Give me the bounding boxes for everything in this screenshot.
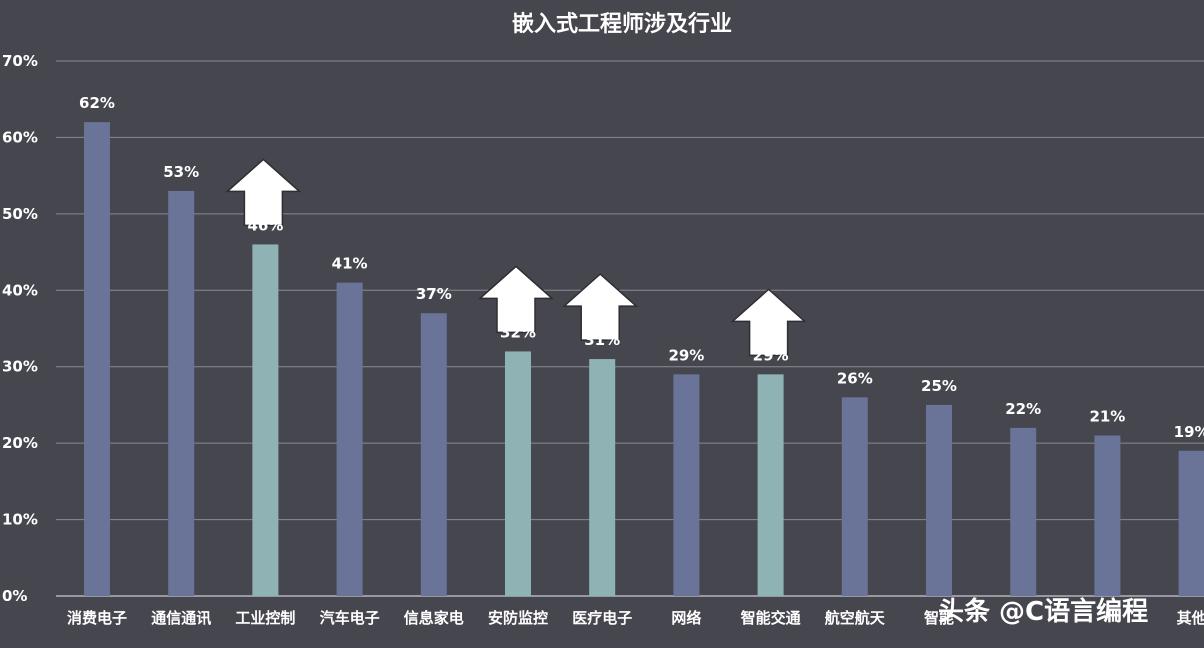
data-label: 21% [1089, 408, 1125, 426]
x-tick-label: 消费电子 [67, 609, 127, 627]
bar [336, 282, 363, 596]
data-label: 19% [1174, 423, 1204, 441]
up-arrow-icon [225, 158, 302, 227]
data-label: 22% [1005, 400, 1041, 418]
bar-layer [84, 122, 1204, 597]
bar [252, 244, 279, 596]
up-arrow-icon [730, 288, 807, 357]
x-tick-label: 其他 [1177, 609, 1204, 627]
x-tick-label: 信息家电 [404, 609, 464, 627]
bar [505, 351, 531, 596]
data-label: 25% [921, 377, 957, 395]
bar [1178, 450, 1204, 596]
x-tick-label: 通信通讯 [151, 609, 211, 627]
y-tick-label: 0% [2, 587, 27, 605]
up-arrow-icon [478, 265, 554, 334]
data-label: 46% [247, 216, 283, 234]
data-label: 31% [584, 331, 620, 349]
x-tick-label: 安防监控 [488, 609, 548, 627]
data-label: 29% [753, 346, 789, 364]
bar [589, 359, 616, 596]
arrow-layer [225, 158, 807, 357]
y-tick-label: 10% [2, 511, 38, 529]
y-tick-label: 70% [2, 52, 38, 70]
bar [1094, 435, 1121, 596]
bar [757, 374, 784, 596]
x-tick-label: 工业控制 [235, 609, 295, 627]
label-layer: 0% 10% 20% 30% 40% 50% 60% 70% 62% 消费电子 53% 通信通讯 46%… [2, 52, 1204, 627]
y-tick-label: 30% [2, 358, 38, 376]
x-tick-label: 医疗电子 [572, 609, 632, 627]
y-tick-label: 20% [2, 434, 38, 452]
y-tick-label: 40% [2, 281, 38, 299]
x-tick-label: 航空航天 [825, 609, 886, 627]
bar [420, 313, 447, 596]
data-label: 26% [837, 369, 873, 387]
data-label: 29% [668, 346, 704, 364]
y-tick-label: 50% [2, 205, 38, 223]
watermark: 头条 @C语言编程 [938, 596, 1148, 627]
bar [926, 404, 952, 596]
y-tick-label: 60% [2, 128, 38, 146]
up-arrow-icon [562, 273, 639, 341]
bar [84, 122, 110, 597]
x-tick-label: 智能交通 [741, 609, 801, 627]
bar [1010, 427, 1037, 596]
data-label: 41% [332, 255, 368, 273]
x-tick-label: 汽车电子 [320, 609, 380, 627]
x-tick-label: 网络 [671, 609, 701, 627]
x-tick-label: 智能 [924, 609, 954, 627]
data-label: 62% [79, 94, 115, 112]
data-label: 53% [163, 163, 199, 181]
bar [841, 397, 868, 596]
data-label: 37% [416, 285, 452, 303]
bar [673, 374, 700, 596]
chart-title: 嵌入式工程师涉及行业 [512, 11, 732, 37]
bar [168, 190, 195, 596]
data-label: 32% [500, 323, 536, 341]
